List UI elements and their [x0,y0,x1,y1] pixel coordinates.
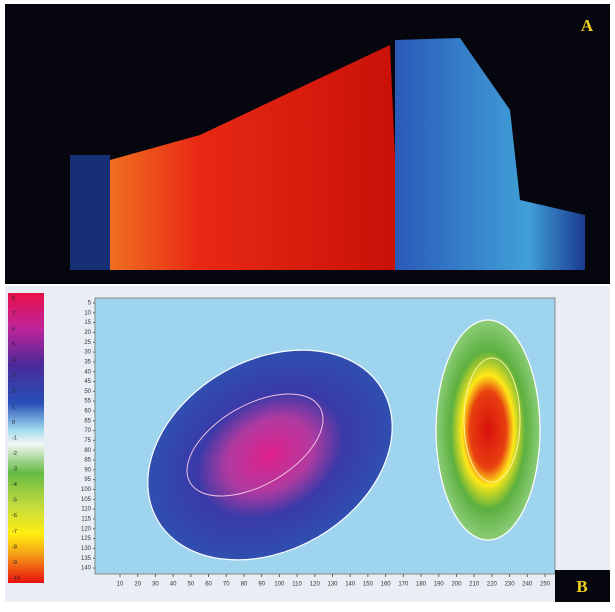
y-tick-label: 20 [84,330,91,336]
x-tick-label: 200 [451,582,462,588]
colorbar-tick-label: 2 [12,389,15,395]
x-tick-label: 120 [310,582,321,588]
colorbar-tick-label: 6 [12,327,15,333]
x-tick-label: 220 [487,582,498,588]
colorbar-tick-label: -2 [12,451,17,457]
y-tick-label: 25 [84,340,91,346]
colorbar-tick-label: -6 [12,513,17,519]
y-tick-label: 100 [81,487,92,493]
x-tick-label: 230 [505,582,516,588]
colorbar-tick-label: 1 [12,404,15,410]
x-tick-label: 60 [205,582,212,588]
x-tick-label: 70 [223,582,230,588]
colorbar-tick-label: 8 [12,295,15,301]
x-tick-label: 160 [381,582,392,588]
x-tick-label: 250 [540,582,551,588]
y-tick-label: 55 [84,399,91,405]
colorbar-tick-label: -1 [12,435,17,441]
colorbar-tick-label: -3 [12,467,17,473]
y-tick-label: 115 [81,517,91,523]
colorbar-tick-label: -7 [12,529,17,535]
x-tick-label: 130 [327,582,338,588]
y-tick-label: 60 [84,409,91,415]
colorbar-tick-label: 5 [12,342,15,348]
x-tick-label: 20 [134,582,141,588]
x-tick-label: 150 [363,582,374,588]
x-tick-label: 190 [434,582,445,588]
y-tick-label: 140 [81,566,92,572]
y-tick-label: 80 [84,448,91,454]
y-tick-label: 105 [81,497,92,503]
colorbar-tick-label: -8 [12,544,17,550]
x-tick-label: 240 [522,582,533,588]
colorbar-tick-label: 0 [12,420,15,426]
x-tick-label: 50 [187,582,194,588]
y-tick-label: 95 [84,477,91,483]
y-tick-label: 15 [84,320,91,326]
contour-blob [436,320,540,540]
x-tick-label: 80 [241,582,248,588]
y-tick-label: 45 [84,379,91,385]
colorbar-tick-label: -9 [12,560,17,566]
x-tick-label: 10 [117,582,124,588]
y-tick-label: 120 [81,526,92,532]
y-tick-label: 125 [81,536,92,542]
y-tick-label: 10 [84,310,91,316]
x-tick-label: 170 [398,582,409,588]
y-tick-label: 135 [81,556,92,562]
x-tick-label: 100 [274,582,285,588]
colorbar-tick-label: -5 [12,498,17,504]
y-tick-label: 50 [84,389,91,395]
x-tick-label: 140 [345,582,356,588]
y-tick-label: 130 [81,546,92,552]
x-tick-label: 40 [170,582,177,588]
y-tick-label: 30 [84,350,91,356]
y-tick-label: 85 [84,458,91,464]
panel-label: B [576,577,587,596]
y-tick-label: 90 [84,467,91,473]
x-tick-label: 110 [292,582,302,588]
colorbar-tick-label: -4 [12,482,17,488]
page: A B 876543210-1-2-3-4-5-6-7-8-9-10510152… [0,0,615,612]
y-tick-label: 35 [84,359,91,365]
x-tick-label: 180 [416,582,427,588]
y-tick-label: 110 [81,507,91,513]
figure: A B 876543210-1-2-3-4-5-6-7-8-9-10510152… [0,0,615,607]
colorbar-tick-label: -10 [12,575,20,581]
image-region [70,155,110,270]
y-tick-label: 65 [84,418,91,424]
x-tick-label: 30 [152,582,159,588]
y-tick-label: 70 [84,428,91,434]
colorbar-tick-label: 3 [12,373,15,379]
x-tick-label: 90 [258,582,265,588]
y-tick-label: 40 [84,369,91,375]
colorbar-tick-label: 7 [12,311,15,317]
x-tick-label: 210 [469,582,480,588]
y-tick-label: 75 [84,438,91,444]
colorbar-tick-label: 4 [12,358,15,364]
panel-label: A [581,16,594,35]
